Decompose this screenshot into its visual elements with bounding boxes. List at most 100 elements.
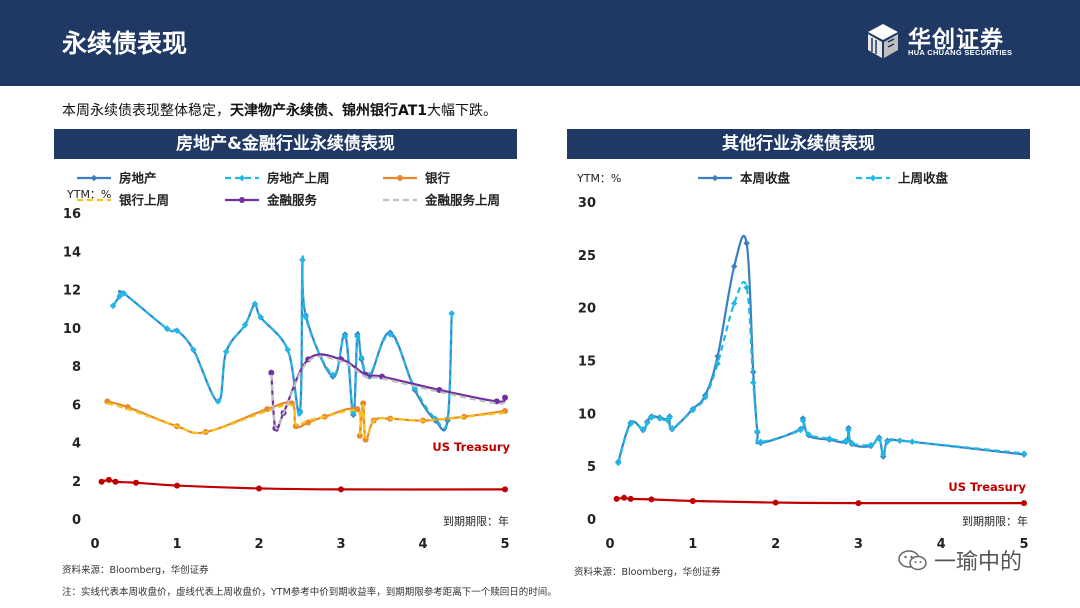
data-point — [338, 486, 344, 493]
x-tick-label: 4 — [418, 537, 427, 552]
y-tick-label: 10 — [63, 322, 81, 337]
series-line — [617, 234, 1025, 463]
data-point — [223, 348, 230, 355]
y-tick-label: 2 — [72, 475, 81, 490]
header-bar: 永续债表现 华创证券 HUA CHUANG SECURITIES — [0, 0, 1080, 86]
x-tick-label: 5 — [1019, 537, 1028, 552]
watermark-text: 一瑜中的 — [934, 550, 1023, 575]
series-line — [616, 496, 1025, 505]
data-point — [133, 479, 139, 486]
data-point — [731, 263, 738, 270]
x-axis-label: 到期期限：年 — [962, 514, 1028, 528]
data-point — [190, 346, 197, 353]
data-point — [341, 333, 349, 340]
series-line — [270, 355, 506, 430]
y-tick-label: 5 — [587, 460, 596, 475]
y-tick-label: 0 — [587, 513, 596, 528]
logo-subname: HUA CHUANG SECURITIES — [908, 48, 1013, 57]
series-line — [617, 280, 1025, 464]
series-line — [107, 402, 506, 440]
data-point — [251, 300, 259, 308]
data-point — [689, 497, 696, 504]
y-tick-label: 12 — [63, 284, 81, 299]
data-point — [502, 486, 508, 493]
wechat-icon — [898, 550, 927, 571]
data-point — [109, 302, 117, 309]
y-tick-label: 25 — [578, 249, 596, 264]
data-point — [296, 409, 304, 417]
data-point — [268, 369, 275, 376]
data-point — [257, 314, 264, 321]
data-point — [896, 437, 903, 444]
data-point — [644, 419, 651, 426]
x-tick-label: 0 — [605, 537, 614, 552]
data-point — [329, 371, 336, 378]
data-point — [360, 400, 367, 407]
legend-marker — [239, 197, 245, 203]
summary-suffix: 大幅下跌。 — [427, 103, 498, 119]
legend-marker — [711, 174, 719, 182]
legend-label: 金融服务 — [266, 193, 318, 208]
y-tick-label: 8 — [72, 360, 81, 375]
legend-label: 房地产上周 — [267, 171, 330, 186]
cube-logo-icon — [868, 24, 898, 58]
y-axis-label: YTM：% — [66, 188, 111, 201]
summary-bold: 天津物产永续债、锦州银行AT1 — [230, 103, 428, 119]
x-tick-label: 1 — [688, 537, 697, 552]
series-line — [101, 478, 506, 491]
x-axis-label: 到期期限：年 — [443, 514, 509, 528]
data-point — [174, 482, 180, 489]
legend-label: 金融服务上周 — [424, 193, 500, 208]
data-point — [754, 428, 761, 435]
summary-prefix: 本周永续债表现整体稳定， — [62, 103, 230, 119]
chart-right: 0 5 10 15 20 25 30 0 1 2 3 4 5 YTM：% 到期期限：年 US Treasury… — [576, 171, 1029, 553]
x-tick-label: 3 — [336, 537, 345, 552]
data-point — [256, 485, 262, 492]
data-point — [98, 478, 105, 485]
data-point — [116, 293, 123, 300]
legend-label: 房地产 — [119, 171, 157, 186]
data-point — [120, 290, 127, 297]
data-point — [163, 325, 171, 332]
right-source: 资料来源：Bloomberg，华创证券 — [574, 567, 721, 578]
y-tick-label: 6 — [72, 398, 81, 413]
legend-label: 本周收盘 — [740, 171, 791, 186]
data-point — [105, 476, 112, 483]
data-point — [356, 432, 363, 439]
left-panel-title: 房地产&金融行业永续债表现 — [54, 129, 517, 159]
x-tick-label: 5 — [500, 537, 509, 552]
right-panel-title: 其他行业永续债表现 — [567, 129, 1030, 159]
x-tick-label: 3 — [854, 537, 863, 552]
data-point — [1021, 500, 1027, 507]
data-point — [354, 333, 361, 340]
data-point — [299, 256, 306, 264]
legend-label: 银行上周 — [119, 193, 169, 208]
legend-marker — [397, 175, 403, 181]
y-tick-label: 16 — [63, 207, 81, 222]
data-point — [909, 438, 916, 446]
data-point — [880, 451, 887, 458]
data-point — [750, 379, 757, 386]
data-point — [358, 354, 365, 361]
data-point — [502, 394, 508, 401]
legend-marker — [90, 174, 98, 182]
logo-name: 华创证券 — [908, 27, 1004, 53]
data-point — [855, 500, 862, 507]
data-point — [875, 435, 883, 442]
y-axis-label: YTM：% — [576, 172, 621, 185]
watermark: 一瑜中的 — [898, 544, 1022, 576]
y-tick-label: 0 — [72, 513, 81, 528]
data-point — [305, 419, 312, 426]
legend-marker — [238, 174, 246, 182]
data-point — [173, 327, 181, 334]
legend-marker — [869, 174, 877, 182]
annotation-label: US Treasury — [432, 440, 510, 454]
data-point — [284, 346, 291, 353]
data-point — [1020, 450, 1028, 457]
data-point — [743, 239, 750, 247]
data-point — [648, 496, 655, 503]
data-point — [354, 406, 361, 413]
data-point — [884, 438, 891, 446]
footnote: 注：实线代表本周收盘价，虚线代表上周收盘价，YTM参考中价到期收益率，到期期限参… — [62, 587, 557, 598]
